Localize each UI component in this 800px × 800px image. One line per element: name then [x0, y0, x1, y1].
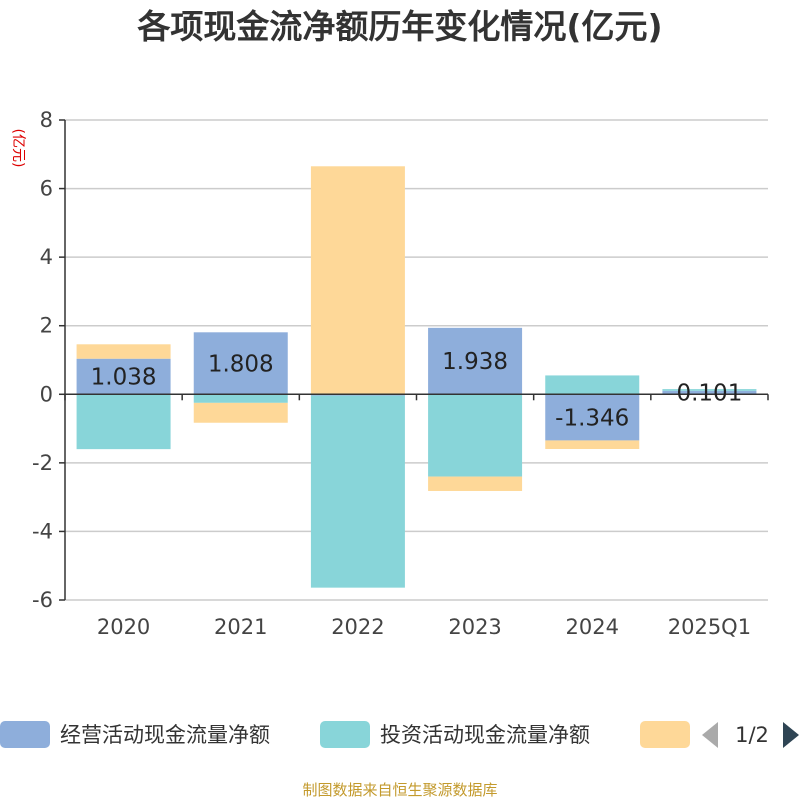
- x-tick-label: 2022: [331, 615, 384, 639]
- x-tick-label: 2023: [448, 615, 501, 639]
- y-tick-label: -6: [32, 588, 53, 612]
- y-tick-label: 4: [40, 245, 53, 269]
- source-note: 制图数据来自恒生聚源数据库: [302, 781, 497, 799]
- bar-series-2-2021[interactable]: [193, 402, 288, 423]
- data-label: 1.938: [442, 349, 508, 375]
- bar-series-0-2021[interactable]: [193, 332, 288, 395]
- bar-series-1-2025Q1[interactable]: [662, 389, 757, 391]
- legend-label-1[interactable]: 投资活动现金流量净额: [380, 723, 590, 747]
- bars[interactable]: [76, 166, 757, 588]
- bar-series-0-2024[interactable]: [545, 394, 640, 441]
- chart-title: 各项现金流净额历年变化情况(亿元): [136, 7, 662, 46]
- bar-series-2-2022[interactable]: [310, 166, 405, 395]
- data-label: 1.038: [91, 364, 157, 390]
- data-label: 1.808: [208, 351, 274, 377]
- y-tick-label: 0: [40, 382, 53, 406]
- x-tick-label: 2024: [566, 615, 619, 639]
- bar-series-1-2020[interactable]: [76, 394, 171, 450]
- x-tick-label: 2020: [97, 615, 150, 639]
- legend[interactable]: 经营活动现金流量净额 投资活动现金流量净额 1/2: [0, 721, 799, 748]
- y-tick-label: 6: [40, 177, 53, 201]
- bar-series-0-2025Q1[interactable]: [662, 390, 757, 395]
- data-label: -1.346: [555, 405, 629, 431]
- legend-swatch-0[interactable]: [0, 721, 50, 748]
- bar-series-2-2023[interactable]: [428, 476, 523, 491]
- bar-series-2-2024[interactable]: [545, 440, 640, 450]
- x-tick-label: 2025Q1: [668, 615, 751, 639]
- data-label: 0.101: [676, 381, 742, 407]
- x-tick-label: 2021: [214, 615, 267, 639]
- legend-prev-icon[interactable]: [702, 722, 718, 748]
- bar-series-1-2024[interactable]: [545, 375, 640, 395]
- y-tick-label: -4: [32, 519, 53, 543]
- bar-series-2-2020[interactable]: [76, 344, 171, 359]
- legend-label-0[interactable]: 经营活动现金流量净额: [60, 723, 270, 747]
- legend-page-indicator: 1/2: [735, 723, 769, 747]
- y-tick-label: 8: [40, 108, 53, 132]
- legend-swatch-1[interactable]: [320, 721, 370, 748]
- bar-series-0-2020[interactable]: [76, 358, 171, 395]
- legend-swatch-2[interactable]: [640, 721, 690, 748]
- axes: 8 6 4 2 0 -2 -4 -6 2020 2021 2022 2023 2024 2025Q1: [32, 108, 769, 639]
- bar-series-1-2023[interactable]: [428, 394, 523, 477]
- y-tick-label: -2: [32, 451, 53, 475]
- legend-next-icon[interactable]: [783, 722, 799, 748]
- bar-series-1-2021[interactable]: [193, 394, 288, 403]
- y-axis-unit-label: (亿元): [10, 129, 26, 168]
- data-labels: 1.038 1.808 1.938 -1.346 0.101: [91, 349, 743, 431]
- y-tick-label: 2: [40, 314, 53, 338]
- bar-series-0-2023[interactable]: [428, 327, 523, 395]
- bar-series-1-2022[interactable]: [310, 395, 405, 588]
